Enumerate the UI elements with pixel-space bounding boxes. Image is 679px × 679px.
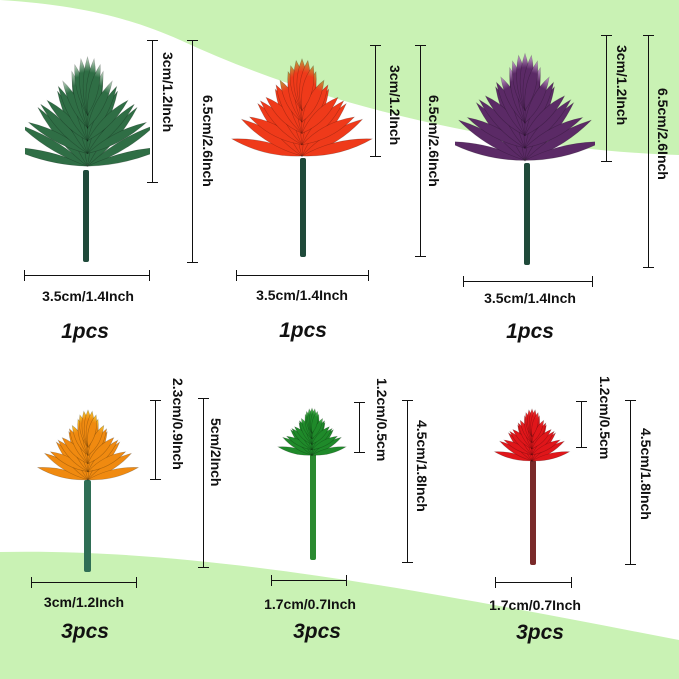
- purple-succulent-width-label: 3.5cm/1.4Inch: [484, 290, 576, 306]
- petal: [311, 435, 339, 450]
- petal: [301, 64, 315, 112]
- petal: [87, 414, 97, 448]
- purple-succulent-head-height-label: 3cm/1.2Inch: [614, 45, 630, 126]
- small-red-succulent-total-height-line: [625, 400, 636, 565]
- petal: [87, 424, 105, 456]
- petal: [311, 410, 319, 434]
- small-red-succulent-stem: [530, 460, 536, 565]
- petal: [524, 60, 539, 112]
- small-green-succulent-width-line: [271, 575, 347, 586]
- green-succulent-width-line: [24, 270, 150, 281]
- purple-succulent-quantity: 1pcs: [506, 320, 554, 343]
- small-green-succulent-flower: [277, 407, 347, 457]
- petal: [530, 451, 571, 462]
- petal: [524, 141, 595, 161]
- petal: [87, 451, 127, 472]
- petal: [531, 439, 561, 456]
- petal: [311, 446, 347, 456]
- purple-succulent-total-height-line: [643, 35, 654, 268]
- orange-succulent-quantity: 1pcs: [279, 319, 327, 342]
- petal: [87, 80, 113, 129]
- petal: [531, 419, 545, 444]
- orange-succulent-width-label: 3.5cm/1.4Inch: [256, 287, 348, 303]
- small-green-succulent-total-height-label: 4.5cm/1.8Inch: [414, 420, 430, 512]
- orange-succulent-total-height-label: 6.5cm/2.6Inch: [426, 95, 442, 187]
- yellow-succulent-width-line: [31, 577, 137, 588]
- small-red-succulent-head-height-line: [576, 401, 587, 448]
- orange-succulent-stem: [300, 158, 306, 257]
- petal: [301, 96, 339, 134]
- petal: [524, 95, 566, 136]
- yellow-succulent-head-height-line: [150, 400, 161, 480]
- petal: [86, 99, 129, 142]
- green-succulent-width-label: 3.5cm/1.4Inch: [42, 288, 134, 304]
- small-red-succulent-head-height-label: 1.2cm/0.5cm: [597, 376, 613, 460]
- petal: [25, 147, 88, 167]
- yellow-succulent-quantity: 3pcs: [61, 620, 109, 643]
- yellow-succulent-total-height-line: [198, 398, 209, 568]
- orange-succulent-head-height-label: 3cm/1.2Inch: [387, 65, 403, 146]
- small-green-succulent-quantity: 3pcs: [293, 620, 341, 643]
- green-succulent-flower: [25, 55, 150, 167]
- orange-succulent-head-height-line: [370, 45, 381, 157]
- yellow-succulent-width-label: 3cm/1.2Inch: [43, 594, 125, 610]
- petal: [524, 76, 550, 124]
- petal: [87, 437, 115, 464]
- green-succulent-quantity: 1pcs: [61, 320, 109, 343]
- petal: [25, 126, 88, 167]
- small-green-succulent-head-height-label: 1.2cm/0.5cm: [374, 378, 390, 462]
- petal: [301, 79, 325, 123]
- petal: [311, 426, 330, 445]
- purple-succulent-stem: [524, 163, 530, 265]
- petal: [300, 138, 374, 157]
- petal: [524, 117, 584, 149]
- petal: [87, 147, 150, 167]
- green-succulent-stem: [83, 170, 89, 262]
- small-green-succulent-head-height-line: [354, 402, 365, 453]
- petal: [86, 467, 140, 481]
- orange-succulent-flower: [230, 57, 374, 158]
- yellow-succulent-total-height-label: 5cm/2Inch: [208, 418, 224, 487]
- yellow-succulent-flower: [36, 409, 140, 481]
- purple-succulent-total-height-label: 6.5cm/2.6Inch: [655, 88, 671, 180]
- petal: [87, 63, 101, 116]
- green-succulent-total-height-label: 6.5cm/2.6Inch: [200, 95, 216, 187]
- green-succulent-total-height-line: [187, 40, 198, 263]
- petal: [531, 429, 552, 450]
- petal: [86, 121, 148, 154]
- small-red-succulent-width-label: 1.7cm/0.7Inch: [489, 597, 581, 613]
- purple-succulent-width-line: [463, 276, 593, 287]
- purple-succulent-flower: [455, 52, 595, 162]
- green-band-bottom: [0, 551, 679, 679]
- small-red-succulent-width-line: [495, 577, 572, 588]
- small-green-succulent-total-height-line: [402, 400, 413, 563]
- small-green-succulent-stem: [310, 453, 316, 560]
- small-red-succulent-flower: [493, 408, 571, 462]
- orange-succulent-width-line: [236, 270, 369, 281]
- small-red-succulent-total-height-label: 4.5cm/1.8Inch: [638, 428, 654, 520]
- orange-succulent-total-height-line: [415, 45, 426, 257]
- green-succulent-head-height-line: [147, 40, 158, 183]
- petal: [301, 116, 356, 146]
- petal: [87, 126, 150, 167]
- small-green-succulent-width-label: 1.7cm/0.7Inch: [264, 596, 356, 612]
- small-red-succulent-quantity: 3pcs: [516, 621, 564, 644]
- yellow-succulent-stem: [83, 480, 91, 572]
- petal: [531, 411, 539, 438]
- purple-succulent-head-height-line: [601, 35, 612, 162]
- green-succulent-head-height-label: 3cm/1.2Inch: [160, 52, 176, 133]
- yellow-succulent-head-height-label: 2.3cm/0.9Inch: [170, 378, 186, 470]
